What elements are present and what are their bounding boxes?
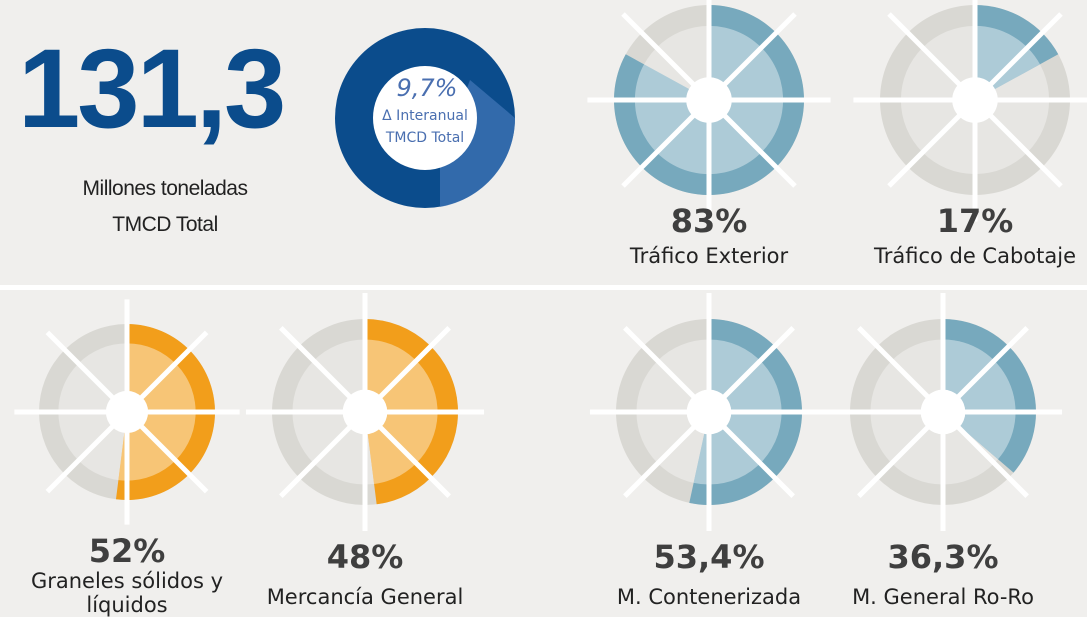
change-caption: Δ Interanual (382, 108, 468, 124)
gauge-label: Graneles sólidos y (31, 569, 223, 593)
gauge-hub (686, 389, 732, 435)
gauge-label: M. General Ro-Ro (852, 585, 1034, 609)
gauge-label: Tráfico Exterior (629, 244, 789, 268)
gauge-wedge (943, 319, 1036, 473)
gauge-hub (342, 389, 388, 435)
gauge-label: líquidos (86, 593, 167, 617)
gauge-label: Mercancía General (267, 585, 464, 609)
gauge-hub (686, 77, 732, 123)
headline-value: 131,3 (18, 26, 283, 151)
gauge-value: 36,3% (887, 538, 998, 576)
gauge-value: 48% (327, 538, 404, 576)
headline-caption: TMCD Total (112, 213, 217, 236)
headline-caption: Millones toneladas (83, 177, 248, 200)
donut-hole (373, 66, 477, 170)
gauge-wedge-inner (943, 339, 1016, 460)
change-caption: TMCD Total (385, 130, 464, 146)
gauge-value: 53,4% (653, 538, 764, 576)
gauge-hub (105, 390, 149, 434)
change-value: 9,7% (397, 74, 458, 102)
gauge-label: Tráfico de Cabotaje (873, 244, 1076, 268)
divider (0, 285, 1087, 290)
gauge-value: 17% (937, 202, 1014, 240)
gauge-label: M. Contenerizada (617, 585, 801, 609)
gauge-hub (952, 77, 998, 123)
gauge-hub (920, 389, 966, 435)
gauge-value: 52% (89, 532, 166, 570)
gauge-value: 83% (671, 202, 748, 240)
